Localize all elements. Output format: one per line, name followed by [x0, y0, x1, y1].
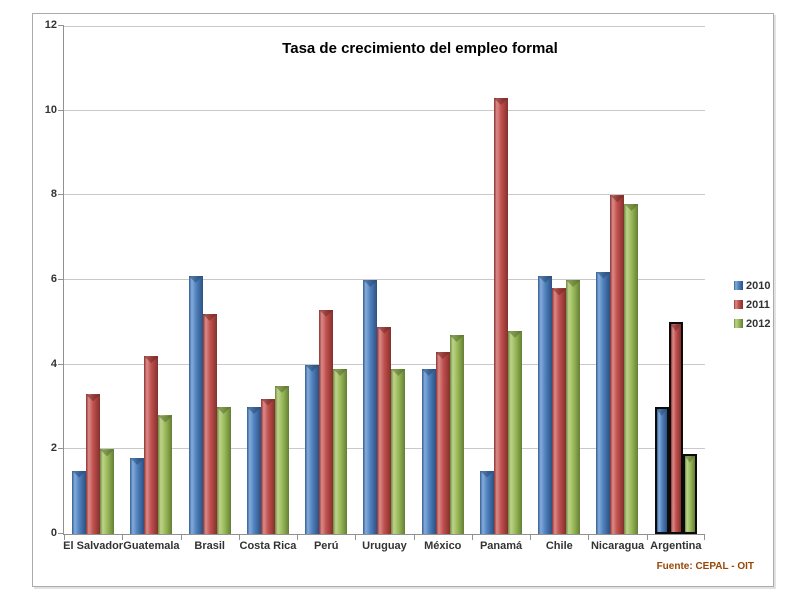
gridline-12 [64, 26, 705, 27]
y-axis-tick [58, 279, 64, 280]
bar-Chile-2012 [566, 280, 581, 534]
chart-title: Tasa de crecimiento del empleo formal [282, 40, 558, 57]
bar-Uruguay-2010 [363, 280, 378, 534]
y-axis-label: 6 [50, 273, 57, 285]
legend-marker-icon [734, 281, 743, 290]
category-label: Brasil [194, 540, 225, 552]
plot-area: 0 2 4 6 8 10 12 El Salvador Guatemala Brasil Costa… [45, 19, 705, 552]
legend-label: 2012 [746, 317, 771, 330]
y-axis-label: 0 [50, 527, 57, 539]
bar-Panamá-2011 [493, 97, 508, 534]
bar-Nicaragua-2010 [596, 271, 611, 534]
bar-Costa Rica-2011 [260, 398, 275, 534]
y-axis-tick [58, 448, 64, 450]
category-label: México [424, 540, 462, 552]
bar-Nicaragua-2011 [610, 195, 625, 534]
bar-México-2012 [449, 335, 464, 534]
legend-item-2011: 2011 [734, 295, 770, 314]
bar-Brasil-2011 [202, 313, 217, 534]
bar-Nicaragua-2012 [624, 203, 639, 534]
y-axis-label: 8 [50, 188, 57, 201]
bar-Chile-2011 [552, 288, 567, 534]
bar-México-2010 [421, 368, 436, 534]
category-label: Chile [545, 540, 573, 552]
x-axis-tick [413, 535, 415, 540]
x-axis-tick [122, 535, 124, 540]
x-axis-tick [64, 535, 65, 540]
chart: Tasa de crecimiento del empleo formal 0 2… [32, 13, 774, 587]
category-label: Guatemala [123, 540, 180, 552]
bar-Costa Rica-2012 [274, 385, 289, 534]
category-label: Perú [313, 540, 339, 552]
legend-marker-icon [734, 319, 743, 328]
y-axis-label: 4 [50, 357, 57, 370]
bar-México-2011 [435, 351, 450, 534]
bar-Uruguay-2012 [391, 368, 406, 534]
x-axis-tick [238, 535, 240, 540]
bar-Perú-2011 [319, 309, 334, 534]
legend-label: 2011 [746, 298, 770, 311]
bar-Costa Rica-2010 [246, 407, 261, 534]
x-axis-tick [471, 535, 473, 540]
bar-Argentina-2012 [682, 453, 697, 534]
y-axis-tick [58, 363, 64, 365]
bar-Panamá-2010 [479, 470, 494, 534]
bar-Guatemala-2010 [130, 457, 145, 534]
y-axis-label: 10 [44, 103, 57, 116]
bar-Guatemala-2011 [144, 356, 159, 534]
bar-Argentina-2011 [668, 322, 683, 534]
bar-Perú-2012 [333, 368, 348, 534]
x-axis-tick [180, 535, 182, 540]
y-axis-tick [58, 109, 64, 111]
x-axis-tick [530, 535, 532, 540]
category-label: El Salvador [63, 540, 124, 552]
legend-marker-icon [734, 300, 743, 309]
y-axis-tick [58, 25, 64, 26]
bar-El Salvador-2011 [86, 394, 100, 534]
bar-Uruguay-2011 [377, 326, 392, 534]
bar-El Salvador-2012 [100, 449, 114, 534]
x-axis-tick [355, 535, 357, 540]
gridline-6 [64, 279, 705, 280]
bar-Panamá-2012 [507, 330, 522, 534]
gridline-10 [64, 109, 705, 111]
x-axis-tick [588, 535, 590, 540]
legend: 2010 2011 2012 [734, 276, 770, 333]
x-axis-tick [646, 535, 648, 540]
category-label: Panamá [479, 540, 523, 552]
y-axis-tick [58, 533, 64, 534]
legend-item-2012: 2012 [734, 314, 770, 333]
legend-item-2010: 2010 [734, 276, 770, 295]
bar-Perú-2010 [305, 364, 320, 534]
category-label: Argentina [650, 540, 702, 552]
bar-Brasil-2010 [188, 275, 203, 534]
gridline-8 [64, 194, 705, 196]
category-label: Uruguay [362, 540, 407, 552]
category-label: Nicaragua [590, 540, 645, 552]
legend-label: 2010 [746, 279, 771, 292]
source-note: Fuente: CEPAL - OIT [656, 561, 754, 572]
bar-Argentina-2010 [654, 407, 669, 534]
y-axis-tick [58, 194, 64, 196]
y-axis-label: 12 [44, 19, 57, 31]
y-axis-label: 2 [50, 442, 57, 455]
x-axis-tick [297, 535, 299, 540]
x-axis-tick [704, 535, 705, 540]
bar-Guatemala-2012 [158, 415, 173, 534]
bar-Brasil-2012 [216, 407, 231, 534]
bar-El Salvador-2010 [72, 470, 86, 534]
category-label: Costa Rica [239, 540, 297, 552]
bar-Chile-2010 [538, 275, 553, 534]
